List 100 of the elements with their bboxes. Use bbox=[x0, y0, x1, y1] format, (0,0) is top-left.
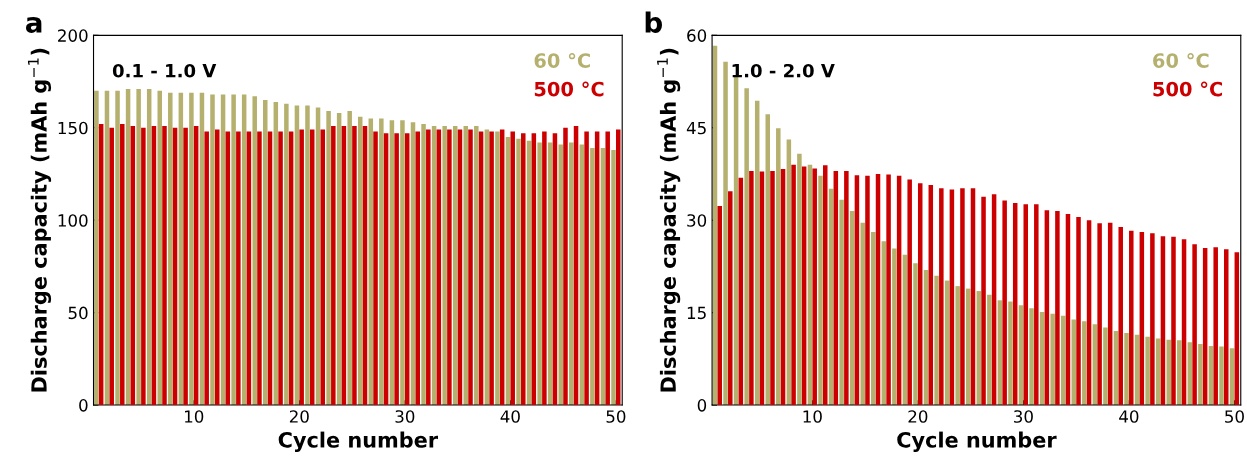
bar bbox=[558, 144, 563, 406]
bar bbox=[765, 114, 770, 406]
bar bbox=[605, 131, 610, 406]
bar bbox=[1076, 217, 1081, 406]
bar bbox=[510, 131, 515, 406]
bar bbox=[257, 131, 262, 406]
bar bbox=[1050, 313, 1055, 406]
bar bbox=[770, 170, 775, 406]
x-tick-label: 50 bbox=[606, 410, 626, 423]
x-tick-label: 20 bbox=[289, 410, 309, 423]
text: 500 °C bbox=[1153, 81, 1223, 97]
bar bbox=[960, 188, 965, 406]
x-tick-label: 30 bbox=[395, 410, 415, 423]
bar bbox=[204, 131, 209, 406]
bar bbox=[331, 125, 336, 406]
bar bbox=[278, 131, 283, 406]
y-tick-label: 30 bbox=[687, 214, 707, 227]
y-tick-label: 100 bbox=[58, 214, 88, 227]
bar bbox=[537, 142, 542, 406]
bar bbox=[1171, 236, 1176, 406]
bar bbox=[299, 129, 304, 406]
bar bbox=[1055, 210, 1060, 406]
bar bbox=[1129, 230, 1134, 406]
bar bbox=[542, 131, 547, 406]
bar bbox=[1097, 223, 1102, 406]
bar bbox=[584, 131, 589, 406]
bar bbox=[231, 94, 236, 406]
bar bbox=[955, 286, 960, 406]
y-tick-label: 200 bbox=[58, 29, 88, 42]
series-label: 500 °C bbox=[534, 81, 604, 97]
bar bbox=[109, 127, 114, 406]
bar bbox=[1177, 340, 1182, 406]
text: 60 °C bbox=[1153, 53, 1209, 68]
bar bbox=[394, 133, 399, 406]
bar bbox=[404, 133, 410, 406]
bar bbox=[189, 92, 194, 406]
y-tick-label: 0 bbox=[697, 399, 707, 412]
bar bbox=[263, 100, 268, 406]
bar bbox=[981, 196, 986, 406]
bar bbox=[860, 222, 865, 406]
bar bbox=[865, 175, 870, 406]
bar bbox=[421, 124, 426, 406]
y-tick-label: 60 bbox=[687, 29, 707, 42]
bar bbox=[415, 131, 421, 406]
bar bbox=[474, 125, 479, 406]
bar bbox=[823, 165, 828, 406]
bar bbox=[236, 131, 241, 406]
x-axis-title: Cycle number bbox=[278, 431, 439, 452]
bar bbox=[1213, 247, 1218, 406]
bar bbox=[1145, 336, 1150, 406]
bar bbox=[447, 129, 452, 406]
bar bbox=[907, 179, 912, 406]
bar bbox=[1150, 233, 1155, 406]
bar bbox=[168, 92, 173, 406]
x-tick-label: 40 bbox=[1119, 410, 1139, 423]
bar bbox=[871, 231, 876, 406]
bar bbox=[1018, 305, 1024, 406]
bar bbox=[136, 88, 141, 406]
annotation: 1.0 - 2.0 V bbox=[732, 63, 835, 78]
bar bbox=[252, 96, 257, 406]
bar bbox=[294, 105, 300, 406]
bar bbox=[210, 94, 215, 406]
bar bbox=[183, 127, 188, 406]
bar bbox=[495, 131, 500, 406]
bar bbox=[818, 175, 823, 406]
bar bbox=[305, 105, 310, 406]
bar bbox=[844, 170, 849, 406]
bar bbox=[326, 111, 331, 406]
bar bbox=[723, 61, 728, 406]
bar bbox=[1103, 327, 1108, 406]
x-tick-label: 50 bbox=[1225, 410, 1244, 423]
bar bbox=[1192, 244, 1197, 406]
bar bbox=[442, 125, 447, 406]
bar bbox=[807, 164, 813, 406]
y-axis-title: Discharge capacity (mAh g$^{−1}$) bbox=[27, 48, 52, 392]
chart-title: a bbox=[25, 16, 42, 33]
bar bbox=[797, 153, 802, 406]
bar bbox=[120, 124, 125, 406]
y-tick-label: 50 bbox=[68, 306, 88, 320]
bar bbox=[615, 129, 621, 406]
bar bbox=[913, 263, 918, 406]
x-axis-title: Cycle number bbox=[897, 431, 1057, 452]
y-axis-title: Discharge capacity (mAh g$^{−1}$) bbox=[657, 48, 681, 392]
bar bbox=[157, 90, 162, 406]
x-tick-label: 40 bbox=[500, 410, 520, 423]
bar bbox=[839, 199, 844, 406]
bar bbox=[94, 90, 99, 406]
bar bbox=[1029, 308, 1034, 406]
bar bbox=[1229, 348, 1235, 406]
bar bbox=[886, 174, 891, 406]
bar bbox=[812, 168, 817, 406]
bar bbox=[400, 120, 405, 406]
x-tick-label: 30 bbox=[1014, 410, 1033, 423]
bar bbox=[1002, 200, 1007, 406]
bar bbox=[776, 128, 781, 406]
y-tick-label: 0 bbox=[79, 399, 88, 412]
bar bbox=[1082, 321, 1087, 406]
bar bbox=[590, 148, 595, 406]
bar bbox=[1198, 344, 1203, 406]
bar bbox=[791, 164, 796, 406]
